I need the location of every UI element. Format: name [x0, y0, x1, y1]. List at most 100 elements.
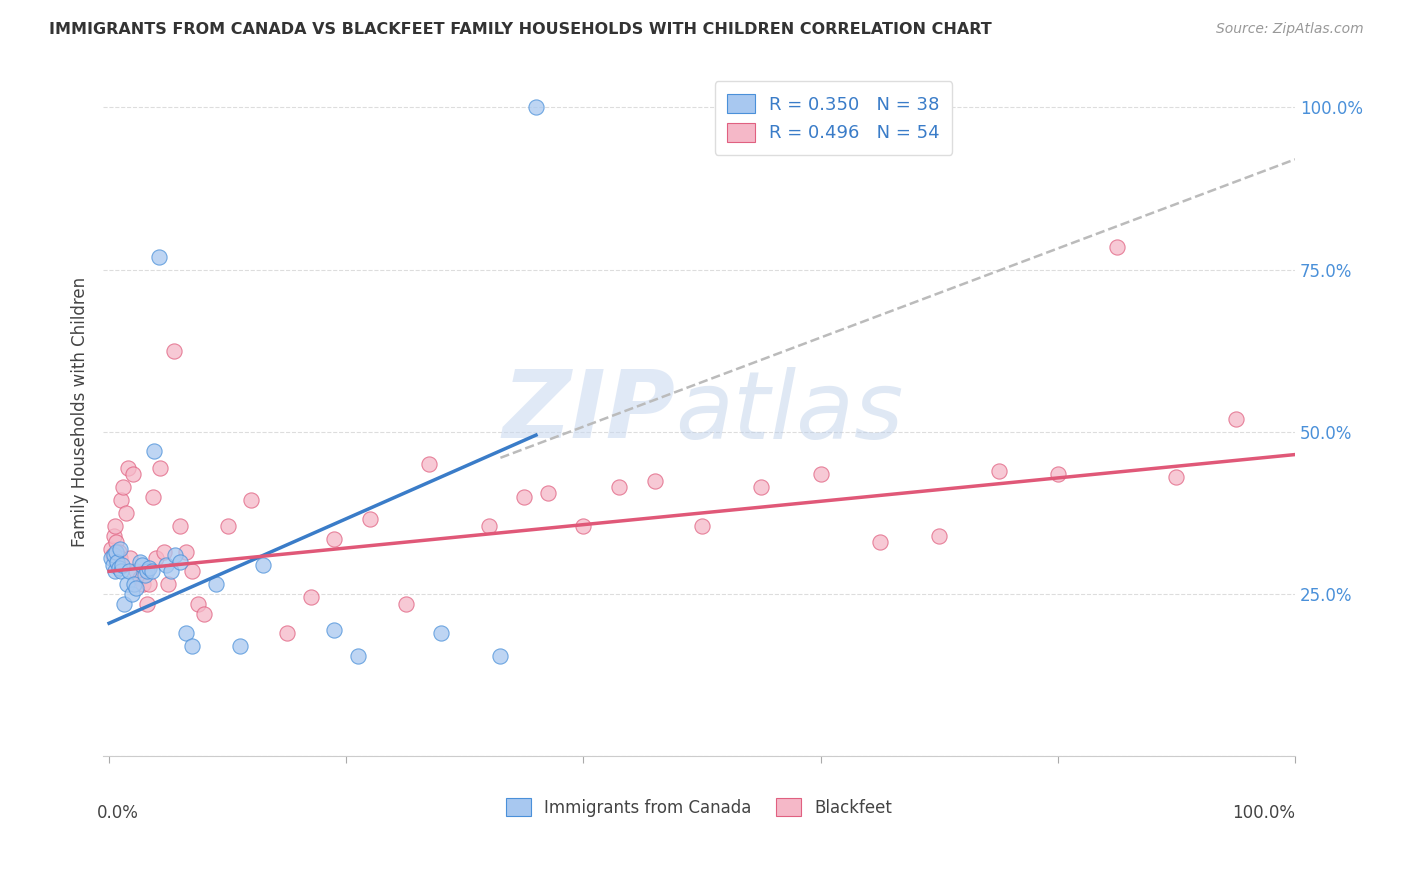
Point [108, 541, 131, 556]
Point [169, 519, 191, 533]
Y-axis label: Family Households with Children: Family Households with Children [72, 277, 89, 548]
Point [105, 555, 128, 569]
Point [117, 460, 139, 475]
Point [122, 577, 145, 591]
Point [928, 529, 950, 543]
Point [537, 486, 560, 500]
Point [240, 493, 263, 508]
Point [134, 567, 156, 582]
Text: Source: ZipAtlas.com: Source: ZipAtlas.com [1216, 22, 1364, 37]
Point [228, 639, 250, 653]
Point [120, 551, 142, 566]
Point [105, 555, 128, 569]
Point [217, 519, 239, 533]
Point [394, 597, 416, 611]
Point [607, 480, 630, 494]
Point [136, 597, 159, 611]
Point [110, 565, 132, 579]
Point [128, 555, 150, 569]
Point [103, 548, 125, 562]
Point [174, 545, 197, 559]
Legend: Immigrants from Canada, Blackfeet: Immigrants from Canada, Blackfeet [499, 791, 900, 823]
Point [143, 444, 166, 458]
Point [104, 565, 127, 579]
Point [1225, 412, 1247, 426]
Point [690, 519, 713, 533]
Point [299, 591, 322, 605]
Point [159, 565, 181, 579]
Text: atlas: atlas [675, 367, 904, 458]
Point [477, 519, 499, 533]
Point [869, 535, 891, 549]
Point [644, 474, 666, 488]
Point [107, 545, 129, 559]
Point [105, 535, 128, 549]
Text: IMMIGRANTS FROM CANADA VS BLACKFEET FAMILY HOUSEHOLDS WITH CHILDREN CORRELATION : IMMIGRANTS FROM CANADA VS BLACKFEET FAMI… [49, 22, 993, 37]
Point [101, 558, 124, 572]
Point [141, 565, 163, 579]
Point [118, 565, 141, 579]
Point [115, 577, 138, 591]
Point [1107, 240, 1129, 254]
Point [114, 597, 136, 611]
Point [359, 512, 381, 526]
Point [110, 493, 132, 508]
Point [347, 648, 370, 663]
Point [105, 545, 128, 559]
Point [100, 551, 122, 566]
Point [152, 545, 174, 559]
Point [749, 480, 772, 494]
Point [987, 464, 1010, 478]
Point [513, 490, 536, 504]
Point [193, 607, 215, 621]
Point [138, 561, 160, 575]
Point [121, 467, 143, 481]
Point [114, 506, 136, 520]
Point [142, 490, 165, 504]
Point [169, 555, 191, 569]
Text: 100.0%: 100.0% [1232, 805, 1295, 822]
Point [252, 558, 274, 572]
Point [572, 519, 595, 533]
Point [1166, 470, 1188, 484]
Point [111, 558, 134, 572]
Point [138, 577, 160, 591]
Point [323, 623, 346, 637]
Point [136, 565, 159, 579]
Point [276, 626, 298, 640]
Point [174, 626, 197, 640]
Point [165, 548, 187, 562]
Point [125, 581, 148, 595]
Point [101, 548, 124, 562]
Point [1046, 467, 1069, 481]
Point [131, 558, 153, 572]
Point [145, 551, 167, 566]
Point [181, 639, 204, 653]
Point [107, 561, 129, 575]
Point [418, 458, 440, 472]
Point [100, 541, 122, 556]
Point [112, 480, 135, 494]
Point [155, 558, 177, 572]
Text: ZIP: ZIP [502, 367, 675, 458]
Point [103, 529, 125, 543]
Point [157, 577, 180, 591]
Point [430, 626, 453, 640]
Point [108, 551, 131, 566]
Point [810, 467, 832, 481]
Point [125, 565, 148, 579]
Point [187, 597, 209, 611]
Point [524, 100, 547, 114]
Point [149, 460, 172, 475]
Point [132, 577, 155, 591]
Point [323, 532, 346, 546]
Point [181, 565, 204, 579]
Point [148, 250, 170, 264]
Point [163, 343, 186, 358]
Point [489, 648, 512, 663]
Point [128, 571, 150, 585]
Text: 0.0%: 0.0% [97, 805, 139, 822]
Point [204, 577, 226, 591]
Point [104, 519, 127, 533]
Point [121, 587, 143, 601]
